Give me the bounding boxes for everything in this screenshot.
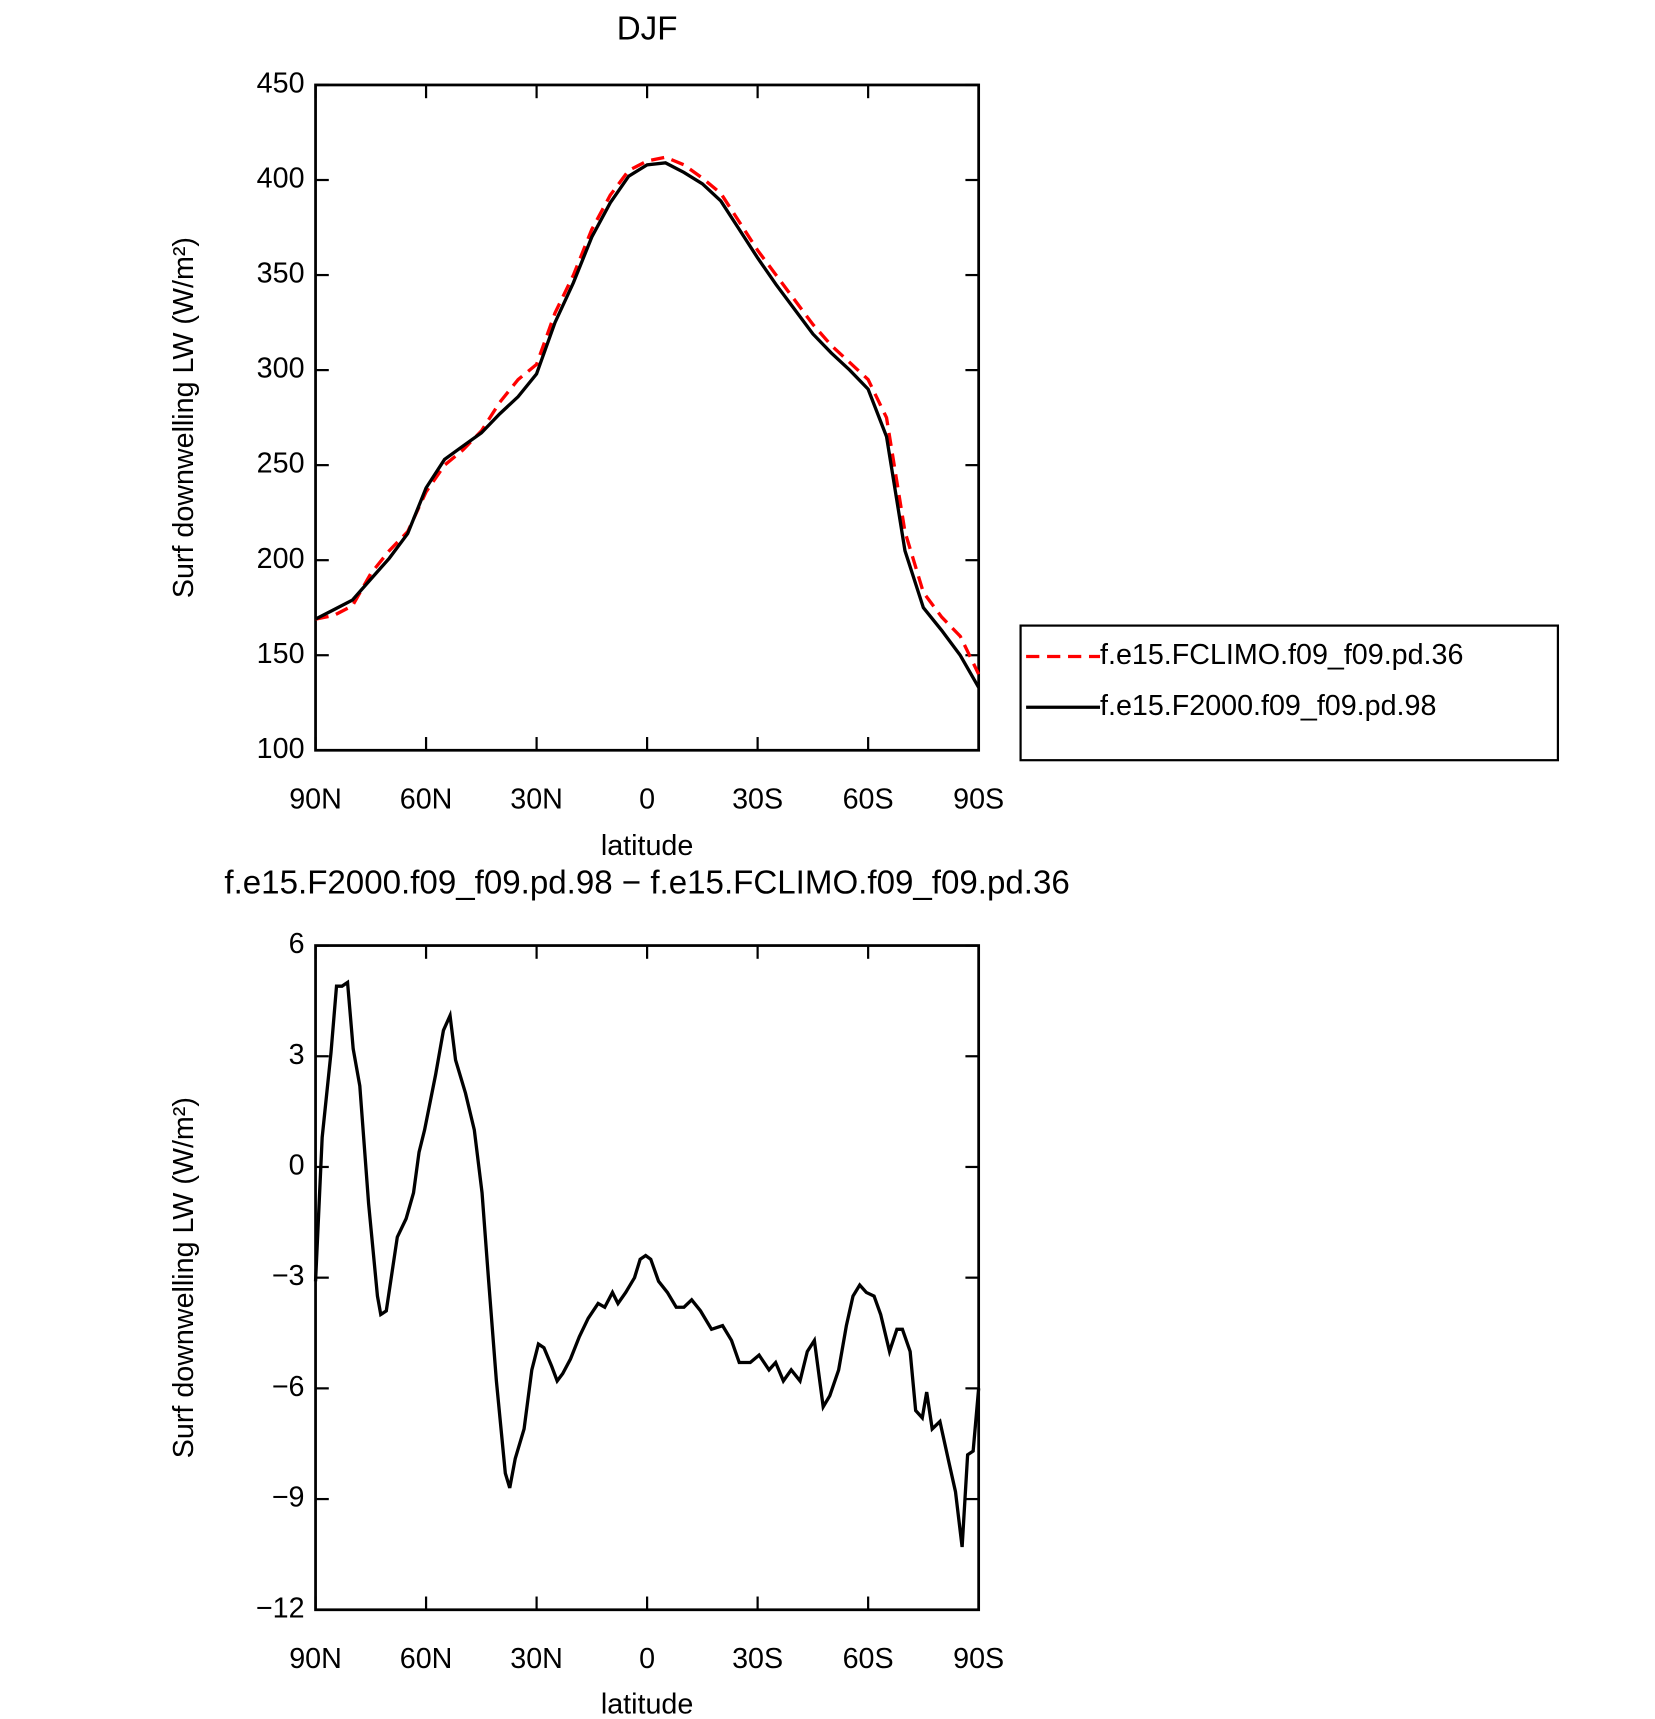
y-tick-label: 400: [257, 163, 305, 195]
y-tick-label: 450: [257, 68, 305, 100]
x-tick-label: 0: [639, 784, 655, 816]
y-tick-label: 300: [257, 353, 305, 385]
x-tick-label: 60S: [843, 784, 894, 816]
y-tick-label: 3: [289, 1039, 305, 1071]
x-tick-label: 60S: [843, 1643, 894, 1675]
plot-frame: [314, 944, 981, 1612]
x-tick-label: 60N: [400, 1643, 453, 1675]
x-tick-label: 90N: [289, 1643, 342, 1675]
x-axis-label: latitude: [601, 830, 693, 862]
x-tick-label: 60N: [400, 784, 453, 816]
y-tick-label: −6: [272, 1371, 305, 1403]
y-tick-label: 200: [257, 543, 305, 575]
y-tick-label: −12: [256, 1592, 305, 1624]
data-line: [314, 161, 981, 689]
y-tick-label: 0: [289, 1150, 305, 1182]
x-tick-label: 90N: [289, 784, 342, 816]
chart-title: DJF: [617, 11, 678, 48]
x-tick-label: 30S: [732, 784, 783, 816]
legend-label: f.e15.F2000.f09_f09.pd.98: [1100, 690, 1436, 722]
y-tick-label: 100: [257, 733, 305, 765]
y-tick-label: −3: [272, 1260, 305, 1292]
y-axis-label: Surf downwelling LW (W/m²): [168, 237, 200, 598]
legend-label: f.e15.FCLIMO.f09_f09.pd.36: [1100, 639, 1463, 671]
x-tick-label: 30N: [510, 1643, 563, 1675]
y-tick-label: 350: [257, 258, 305, 290]
x-tick-label: 30S: [732, 1643, 783, 1675]
x-tick-label: 90S: [953, 1643, 1004, 1675]
x-tick-label: 30N: [510, 784, 563, 816]
y-tick-label: 150: [257, 638, 305, 670]
x-tick-label: 90S: [953, 784, 1004, 816]
legend-box: [1019, 624, 1560, 762]
x-tick-label: 0: [639, 1643, 655, 1675]
y-tick-label: −9: [272, 1482, 305, 1514]
y-axis-label: Surf downwelling LW (W/m²): [168, 1097, 200, 1458]
y-tick-label: 250: [257, 448, 305, 480]
data-line: [313, 979, 981, 1548]
chart-title: f.e15.F2000.f09_f09.pd.98 − f.e15.FCLIMO…: [224, 865, 1069, 902]
y-tick-label: 6: [289, 928, 305, 960]
plot-frame: [314, 83, 981, 752]
x-axis-label: latitude: [601, 1688, 693, 1719]
